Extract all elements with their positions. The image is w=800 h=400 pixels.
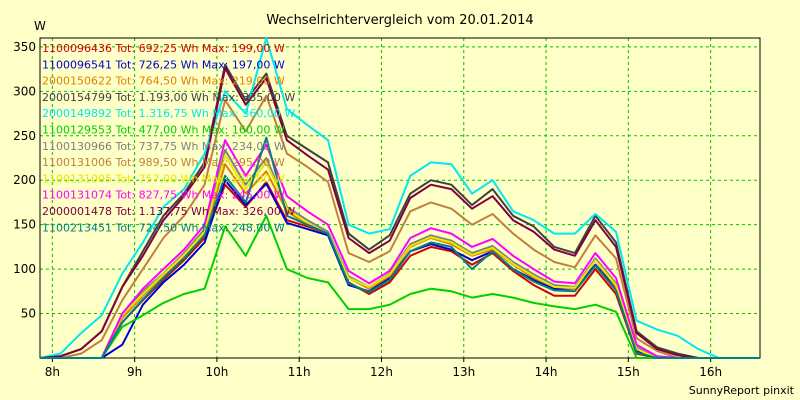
legend-entry-11: 2000001478 Tot: 1.137,75 Wh Max: 326,00 …: [42, 205, 295, 218]
series-line-5: [39, 37, 760, 359]
y-tick-label: 200: [13, 173, 36, 187]
plot-area-frame: [39, 37, 761, 359]
x-tick-label: 9h: [127, 365, 142, 379]
legend: 1100096436 Tot: 692,25 Wh Max: 199,00 W 1…: [42, 42, 295, 234]
y-tick-label: 50: [21, 307, 36, 321]
y-tick-label: 350: [13, 40, 36, 54]
legend-entry-10: 1100131074 Tot: 827,75 Wh Max: 245,00 W: [42, 189, 285, 202]
x-tick-label: 10h: [205, 365, 228, 379]
x-tick-label: 13h: [452, 365, 475, 379]
x-tick-label: 12h: [370, 365, 393, 379]
y-tick-label: 150: [13, 218, 36, 232]
footer-credit: SunnyReport pinxit: [689, 384, 795, 397]
legend-entry-8: 1100131006 Tot: 989,50 Wh Max: 295,00 W: [42, 156, 285, 169]
x-tick-label: 11h: [288, 365, 311, 379]
series-lines: [39, 37, 760, 359]
x-tick-label: 14h: [535, 365, 558, 379]
series-line-12: [40, 136, 760, 359]
x-tick-label: 8h: [45, 365, 60, 379]
series-line-9: [40, 154, 760, 359]
legend-entry-5: 2000149892 Tot: 1.316,75 Wh Max: 360,00 …: [42, 107, 295, 120]
axes: 50 100 150 200 250 300 350 8h 9h 10h 11h 12h 13h 14h 1…: [13, 37, 761, 379]
legend-entry-12: 1100213451 Tot: 724,50 Wh Max: 248,00 W: [42, 221, 285, 234]
series-line-11: [39, 67, 760, 359]
y-tick-label: 300: [13, 84, 36, 98]
x-tick-label: 16h: [699, 365, 722, 379]
chart-title: Wechselrichtervergleich vom 20.01.2014: [266, 13, 533, 28]
series-line-6: [40, 214, 760, 359]
y-axis-label: W: [34, 19, 46, 33]
series-line-8: [40, 94, 760, 359]
legend-entry-3: 2000150622 Tot: 764,50 Wh Max: 219,00 W: [42, 75, 285, 88]
series-line-10: [40, 139, 760, 359]
legend-entry-9: 1100131005 Tot: 757,00 Wh Max: 230,00 W: [42, 172, 285, 185]
y-tick-label: 250: [13, 129, 36, 143]
legend-entry-2: 1100096541 Tot: 726,25 Wh Max: 197,00 W: [42, 58, 285, 71]
series-line-4: [39, 63, 760, 359]
legend-entry-7: 1100130966 Tot: 737,75 Wh Max: 234,00 W: [42, 140, 285, 153]
legend-entry-1: 1100096436 Tot: 692,25 Wh Max: 199,00 W: [42, 42, 285, 55]
legend-entry-6: 1100129553 Tot: 477,00 Wh Max: 160,00 W: [42, 124, 285, 137]
legend-entry-4: 2000154799 Tot: 1.193,00 Wh Max: 335,00 …: [42, 91, 295, 104]
x-tick-label: 15h: [617, 365, 640, 379]
y-tick-label: 100: [13, 262, 36, 276]
